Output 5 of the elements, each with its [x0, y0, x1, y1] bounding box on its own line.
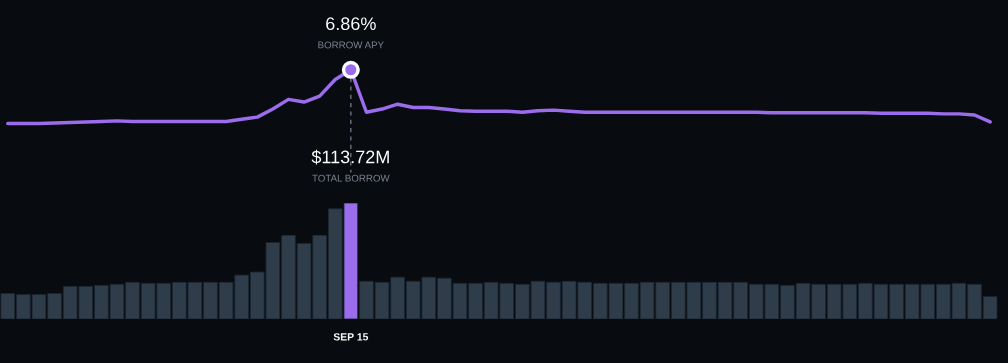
text: BORROW APY: [318, 41, 384, 49]
data-label: $113.72M: [311, 149, 389, 165]
text: 6.86%: [326, 17, 376, 31]
text: TOTAL BORROW: [312, 174, 390, 182]
x-tick-label: SEP 15: [333, 333, 369, 341]
